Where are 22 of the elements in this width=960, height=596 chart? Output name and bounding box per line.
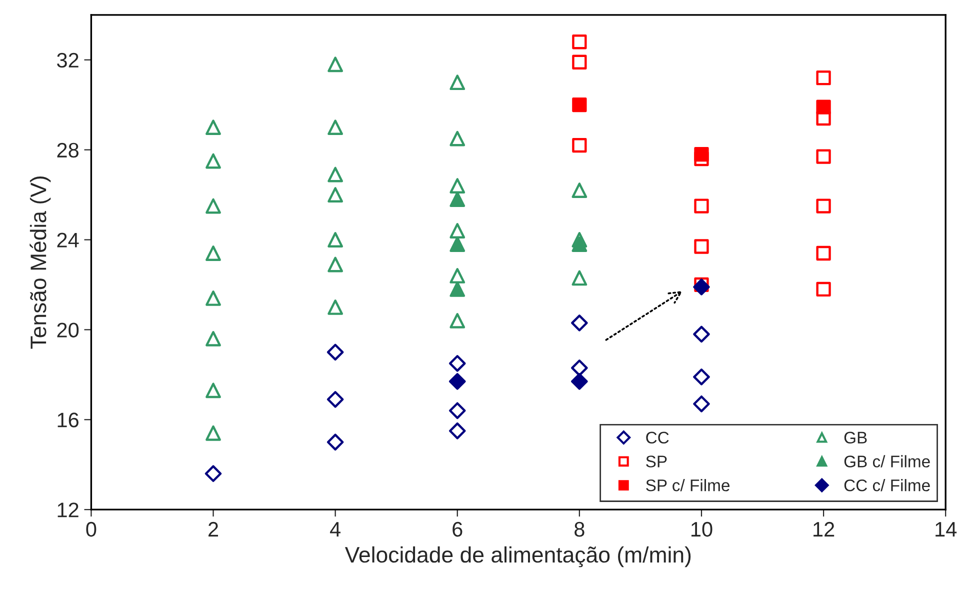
y-tick-label: 28: [57, 142, 78, 158]
x-tick-label: 2: [208, 522, 218, 536]
y-tick-label: 32: [57, 52, 78, 68]
legend-label: CC c/ Filme: [844, 479, 930, 492]
x-tick-label: 12: [814, 522, 834, 536]
y-tick-label: 20: [57, 322, 79, 338]
x-tick-label: 8: [574, 522, 584, 537]
x-tick-label: 10: [691, 522, 712, 537]
x-tick-label: 14: [936, 522, 957, 536]
x-tick-label: 4: [330, 522, 340, 536]
legend-label: SP: [646, 456, 667, 468]
y-tick-label: 16: [58, 412, 78, 428]
y-tick-label: 24: [57, 232, 79, 248]
y-tick-label: 12: [58, 502, 78, 518]
x-tick-label: 0: [86, 522, 96, 537]
legend-label: SP c/ Filme: [646, 479, 730, 492]
legend-label: GB: [844, 432, 867, 444]
x-tick-label: 6: [452, 522, 462, 537]
legend-label: GB c/ Filme: [844, 455, 930, 468]
legend-label: CC: [646, 432, 669, 444]
y-axis-title: Tensão Média (V): [30, 176, 51, 349]
x-axis-title: Velocidade de alimentação (m/min): [344, 546, 691, 568]
